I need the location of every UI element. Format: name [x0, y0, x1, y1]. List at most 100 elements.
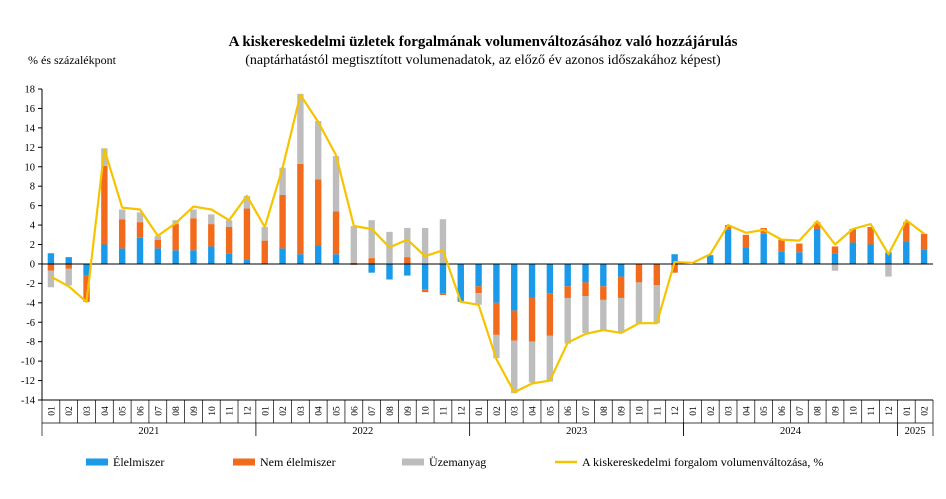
x-tick-label: 01	[261, 406, 271, 416]
y-tick-label: -10	[21, 357, 35, 368]
line-forgalom-volumenvaltozas	[50, 93, 925, 394]
x-tick-label: 04	[742, 406, 752, 416]
y-tick-label: 10	[25, 162, 36, 173]
bar-elelmiszer	[421, 263, 429, 290]
bar-elelmiszer	[172, 250, 179, 264]
bar-elelmiszer	[279, 248, 286, 264]
x-tick-label: 08	[172, 406, 182, 416]
x-tick-label: 09	[831, 406, 841, 416]
x-tick-label: 02	[921, 406, 931, 416]
bar-elelmiszer	[546, 263, 554, 294]
x-tick-label: 07	[796, 406, 806, 416]
bar-elelmiszer	[742, 247, 750, 264]
x-tick-label: 01	[903, 406, 913, 416]
x-tick-label: 11	[867, 406, 877, 415]
x-tick-label: 08	[386, 406, 396, 416]
x-tick-label: 03	[511, 406, 521, 416]
bar-uzemanyag	[404, 227, 411, 258]
x-tick-label: 08	[600, 406, 610, 416]
bar-elelmiszer	[778, 251, 785, 264]
bar-nem-elelmiszer	[83, 275, 90, 302]
x-tick-label: 01	[47, 406, 57, 416]
y-tick-label: 6	[30, 201, 35, 212]
bar-uzemanyag	[475, 293, 482, 305]
legend-label: Üzemanyag	[429, 455, 486, 469]
bar-elelmiszer	[617, 263, 625, 277]
bar-elelmiszer	[724, 229, 732, 264]
bar-elelmiszer	[493, 263, 500, 303]
bar-elelmiszer	[796, 252, 803, 264]
y-tick-label: 8	[30, 182, 35, 193]
x-tick-label: 06	[564, 406, 574, 416]
x-tick-label: 12	[243, 406, 253, 416]
bar-nem-elelmiszer	[208, 224, 215, 247]
bar-uzemanyag	[421, 227, 429, 264]
year-label: 2023	[566, 426, 587, 437]
bar-nem-elelmiszer	[190, 218, 197, 251]
bar-uzemanyag	[261, 227, 268, 241]
bar-elelmiszer	[65, 257, 72, 264]
x-tick-label: 05	[119, 406, 129, 416]
legend-label: Élelmiszer	[113, 455, 164, 469]
y-tick-label: 16	[25, 104, 36, 115]
y-tick-label: -14	[21, 396, 36, 407]
bar-uzemanyag	[635, 282, 643, 324]
x-tick-label: 02	[493, 406, 503, 416]
x-tick-label: 03	[83, 406, 93, 416]
bar-uzemanyag	[493, 334, 500, 359]
bar-nem-elelmiszer	[600, 286, 607, 300]
bar-uzemanyag	[653, 285, 660, 324]
bar-elelmiszer	[225, 253, 233, 264]
x-tick-label: 07	[582, 406, 592, 416]
bar-elelmiszer	[475, 263, 482, 287]
bar-nem-elelmiszer	[101, 165, 108, 245]
x-tick-label: 12	[671, 406, 681, 416]
x-tick-label: 06	[350, 406, 360, 416]
x-tick-label: 12	[457, 406, 467, 416]
x-tick-label: 10	[208, 406, 218, 416]
chart-subtitle: (naptárhatástól megtisztított volumenada…	[245, 53, 721, 68]
bar-uzemanyag	[368, 220, 375, 259]
legend-label: A kiskereskedelmi forgalom volumenváltoz…	[582, 455, 823, 469]
bar-nem-elelmiszer	[653, 263, 660, 286]
bar-nem-elelmiszer	[439, 293, 447, 296]
bar-nem-elelmiszer	[564, 286, 571, 298]
bar-nem-elelmiszer	[261, 240, 268, 264]
bar-elelmiszer	[849, 242, 857, 264]
bar-uzemanyag	[511, 340, 518, 394]
legend-swatch	[233, 458, 255, 466]
bar-nem-elelmiszer	[475, 286, 482, 294]
y-tick-label: -6	[26, 318, 35, 329]
bar-nem-elelmiszer	[831, 246, 839, 254]
bar-nem-elelmiszer	[421, 289, 429, 293]
x-tick-label: 02	[707, 406, 717, 416]
y-tick-label: -4	[26, 298, 35, 309]
x-tick-label: 11	[439, 406, 449, 415]
x-tick-label: 05	[760, 406, 770, 416]
bar-elelmiszer	[511, 263, 518, 311]
bar-elelmiszer	[83, 263, 90, 276]
x-tick-label: 04	[101, 406, 111, 416]
bar-nem-elelmiszer	[136, 222, 144, 238]
bar-uzemanyag	[546, 335, 554, 382]
bar-elelmiszer	[190, 250, 197, 264]
bar-elelmiszer	[564, 263, 571, 287]
bar-elelmiszer	[386, 263, 393, 280]
bar-nem-elelmiszer	[65, 263, 72, 269]
bar-elelmiszer	[457, 263, 464, 301]
x-tick-label: 07	[368, 406, 378, 416]
bar-elelmiszer	[243, 260, 251, 264]
bar-uzemanyag	[190, 209, 197, 219]
bar-elelmiszer	[315, 245, 322, 264]
x-tick-label: 10	[849, 406, 859, 416]
y-tick-label: 0	[30, 259, 35, 270]
bar-uzemanyag	[279, 167, 286, 195]
bar-elelmiszer	[47, 253, 55, 264]
bar-elelmiszer	[707, 255, 714, 264]
x-tick-label: 05	[546, 406, 556, 416]
y-tick-label: 18	[25, 85, 36, 96]
bar-uzemanyag	[617, 297, 625, 333]
bar-uzemanyag	[582, 296, 589, 333]
bar-elelmiszer	[600, 263, 607, 287]
